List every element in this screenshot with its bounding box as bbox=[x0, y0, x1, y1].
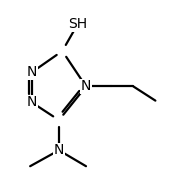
Text: N: N bbox=[27, 65, 37, 79]
Text: SH: SH bbox=[68, 17, 87, 32]
Text: N: N bbox=[81, 79, 91, 93]
Text: N: N bbox=[54, 143, 64, 157]
Text: N: N bbox=[27, 95, 37, 109]
